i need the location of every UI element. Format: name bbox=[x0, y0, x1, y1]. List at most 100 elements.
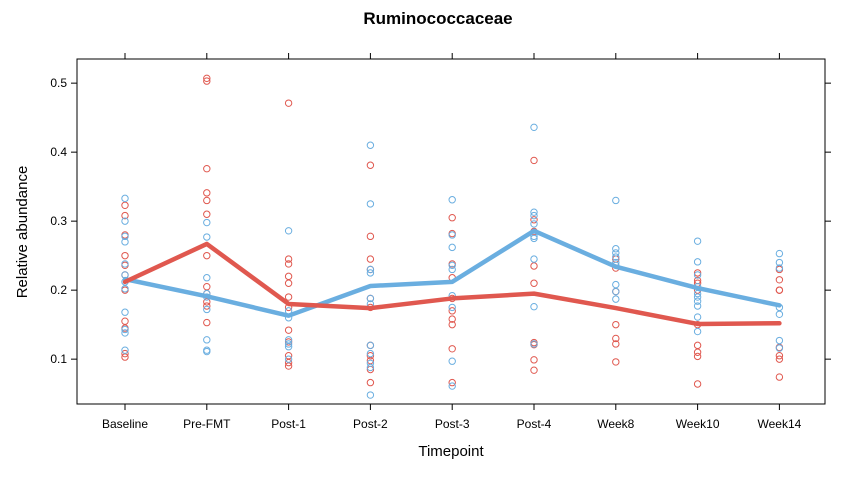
data-point-blue bbox=[693, 293, 702, 301]
data-point-blue bbox=[448, 382, 456, 390]
data-point-blue bbox=[775, 264, 784, 272]
data-point-blue bbox=[530, 340, 538, 348]
y-axis-label: Relative abundance bbox=[14, 166, 31, 299]
data-point-red bbox=[530, 366, 538, 374]
data-point-blue bbox=[612, 295, 620, 303]
y-tick-label: 0.3 bbox=[50, 214, 67, 228]
data-point-red bbox=[284, 326, 293, 334]
x-tick-label: Post-2 bbox=[353, 417, 388, 431]
data-point-blue bbox=[775, 310, 784, 318]
mean-lines bbox=[122, 228, 782, 327]
data-point-red bbox=[530, 262, 538, 270]
data-point-blue bbox=[284, 227, 293, 235]
data-point-red bbox=[121, 211, 129, 220]
data-point-blue bbox=[530, 255, 538, 263]
data-point-blue bbox=[203, 305, 211, 314]
data-point-blue bbox=[366, 265, 375, 274]
data-point-red bbox=[693, 348, 702, 356]
data-point-red bbox=[284, 255, 293, 263]
data-point-blue bbox=[612, 249, 620, 257]
data-point-blue bbox=[448, 303, 456, 312]
data-point-blue bbox=[693, 327, 702, 336]
data-point-blue bbox=[203, 233, 211, 241]
data-point-blue bbox=[530, 234, 538, 243]
data-point-blue bbox=[693, 313, 702, 321]
x-axis-label: Timepoint bbox=[418, 443, 484, 460]
data-point-red bbox=[612, 320, 620, 329]
data-point-blue bbox=[448, 243, 456, 252]
data-point-blue bbox=[366, 391, 375, 399]
data-point-red bbox=[203, 302, 211, 310]
data-point-blue bbox=[203, 347, 211, 356]
x-tick-label: Post-3 bbox=[435, 417, 470, 431]
data-point-blue bbox=[121, 217, 129, 225]
x-tick-label: Week10 bbox=[676, 417, 720, 431]
plot-frame bbox=[76, 58, 826, 405]
data-point-red bbox=[121, 349, 129, 358]
data-point-blue bbox=[203, 274, 211, 282]
data-point-red bbox=[775, 286, 784, 294]
data-point-red bbox=[203, 298, 211, 306]
x-tick-label: Post-4 bbox=[517, 417, 552, 431]
data-point-red bbox=[448, 345, 456, 353]
data-point-red bbox=[448, 378, 456, 387]
data-point-blue bbox=[530, 211, 538, 220]
data-point-red bbox=[448, 320, 456, 329]
data-point-red bbox=[366, 255, 375, 263]
y-tick-label: 0.2 bbox=[50, 283, 67, 297]
data-point-red bbox=[284, 352, 293, 360]
series-line-red bbox=[122, 241, 782, 327]
data-point-red bbox=[203, 77, 211, 85]
data-point-red bbox=[284, 338, 293, 346]
y-tick-label: 0.4 bbox=[50, 145, 67, 159]
data-points bbox=[121, 74, 784, 399]
data-point-blue bbox=[530, 123, 538, 132]
data-point-blue bbox=[448, 231, 456, 239]
x-tick-label: Baseline bbox=[102, 417, 148, 431]
data-point-blue bbox=[366, 141, 375, 149]
data-point-blue bbox=[448, 196, 456, 204]
data-point-red bbox=[203, 189, 211, 197]
data-point-blue bbox=[693, 297, 702, 305]
data-point-red bbox=[203, 210, 211, 218]
data-point-red bbox=[203, 74, 211, 83]
data-point-blue bbox=[612, 245, 620, 253]
data-point-blue bbox=[121, 346, 129, 354]
data-point-red bbox=[448, 315, 456, 323]
data-point-red bbox=[203, 251, 211, 260]
data-point-red bbox=[530, 216, 538, 224]
data-point-red bbox=[284, 293, 293, 301]
data-point-blue bbox=[121, 194, 129, 203]
series-line-blue bbox=[122, 228, 782, 318]
data-point-blue bbox=[775, 249, 784, 258]
data-point-red bbox=[693, 341, 702, 350]
data-point-red bbox=[448, 307, 456, 315]
y-tick-label: 0.5 bbox=[50, 76, 67, 90]
data-point-blue bbox=[366, 341, 375, 350]
data-point-red bbox=[693, 269, 702, 277]
data-point-blue bbox=[121, 260, 129, 268]
data-point-blue bbox=[366, 269, 375, 277]
data-point-red bbox=[203, 283, 211, 291]
data-point-blue bbox=[693, 258, 702, 266]
data-point-blue bbox=[366, 349, 375, 358]
data-point-blue bbox=[693, 237, 702, 245]
data-point-red bbox=[121, 317, 129, 325]
data-point-blue bbox=[530, 208, 538, 216]
data-point-red bbox=[612, 358, 620, 366]
data-point-red bbox=[530, 156, 538, 165]
data-point-red bbox=[530, 356, 538, 364]
data-point-blue bbox=[284, 340, 293, 348]
data-point-blue bbox=[448, 357, 456, 365]
data-point-red bbox=[775, 355, 784, 363]
data-point-red bbox=[284, 260, 293, 268]
data-point-blue bbox=[775, 344, 784, 352]
data-point-blue bbox=[612, 287, 620, 296]
data-point-red bbox=[284, 279, 293, 287]
data-point-red bbox=[203, 196, 211, 205]
x-tick-label: Post-1 bbox=[271, 417, 306, 431]
data-point-red bbox=[366, 232, 375, 241]
data-point-blue bbox=[121, 238, 129, 246]
data-point-blue bbox=[612, 196, 620, 205]
